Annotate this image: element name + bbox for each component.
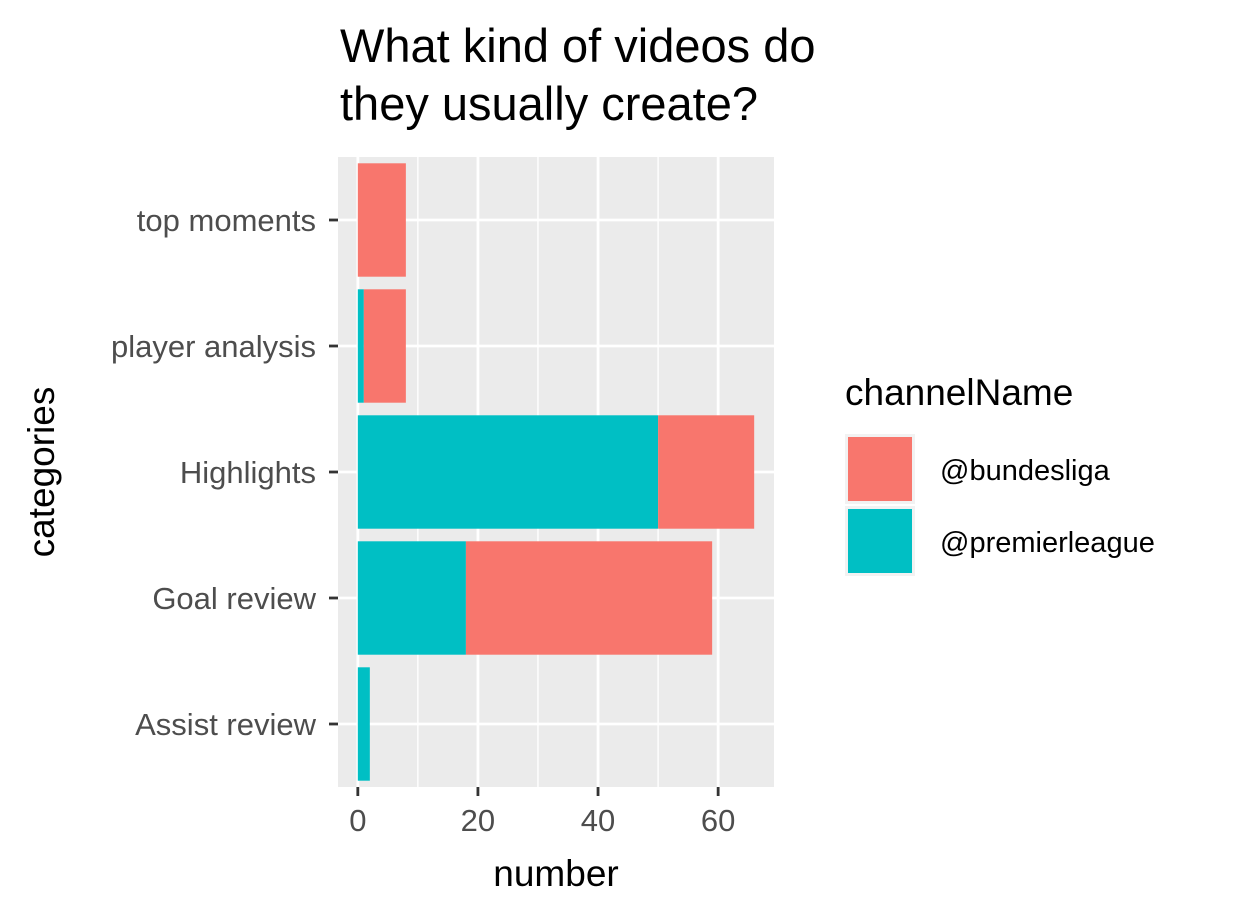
x-tick-label: 40 — [581, 803, 615, 838]
x-tick-label: 60 — [701, 803, 735, 838]
chart-title-line-1: What kind of videos do — [340, 19, 816, 72]
x-tick-label: 20 — [461, 803, 495, 838]
chart-title-line-2: they usually create? — [340, 77, 758, 130]
legend-label: @premierleague — [940, 527, 1155, 559]
legend-swatch-bundesliga — [848, 437, 912, 501]
legend-swatch-premierleague — [848, 509, 912, 573]
bar-premierleague-player-analysis — [357, 289, 364, 403]
y-axis: Assist review Goal review Highlights player… — [111, 203, 338, 742]
bar-premierleague-goal-review — [357, 541, 466, 655]
bar-premierleague-highlights — [357, 415, 659, 529]
legend: @bundesliga @premierleague — [845, 434, 1155, 576]
y-tick-label: player analysis — [111, 329, 316, 364]
y-tick-label: Highlights — [180, 455, 316, 490]
legend-label: @bundesliga — [940, 455, 1111, 487]
bar-bundesliga-top-moments — [357, 163, 406, 277]
x-axis-title: number — [493, 853, 618, 894]
legend-title: channelName — [845, 372, 1073, 413]
bars — [357, 163, 755, 781]
bar-bundesliga-goal-review — [465, 541, 713, 655]
x-tick-label: 0 — [349, 803, 366, 838]
x-axis: 0 20 40 60 — [349, 787, 735, 838]
y-axis-title: categories — [21, 387, 62, 558]
y-tick-label: Assist review — [135, 707, 316, 742]
bar-bundesliga-player-analysis — [363, 289, 406, 403]
bar-bundesliga-highlights — [658, 415, 755, 529]
y-tick-label: top moments — [137, 203, 316, 238]
y-tick-label: Goal review — [152, 581, 316, 616]
bar-premierleague-assist-review — [357, 667, 370, 781]
